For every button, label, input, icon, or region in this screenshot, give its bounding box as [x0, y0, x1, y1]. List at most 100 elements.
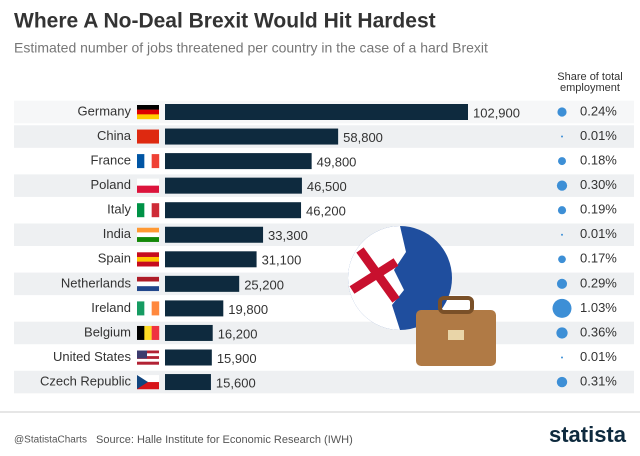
illustration: [348, 226, 496, 366]
flag-stripe: [137, 325, 145, 340]
briefcase-handle: [438, 296, 474, 314]
flag-stripe: [144, 301, 152, 316]
bar: [165, 128, 339, 145]
share-label: 0.01%: [580, 128, 617, 143]
flag-stripe: [137, 356, 159, 360]
flag-stripe: [137, 358, 159, 362]
bar: [165, 374, 211, 391]
share-label: 0.31%: [580, 373, 617, 388]
share-label: 0.01%: [580, 349, 617, 364]
flag-stripe: [137, 261, 159, 267]
bar: [165, 251, 257, 268]
brand-logo: statista: [549, 422, 627, 447]
flag-triangle: [137, 375, 148, 390]
bar: [165, 153, 312, 170]
share-label: 0.17%: [580, 251, 617, 266]
value-label: 15,900: [217, 351, 257, 366]
bar: [165, 275, 240, 292]
value-label: 102,900: [473, 105, 520, 120]
flag-stripe: [137, 361, 159, 365]
flag-stripe: [151, 203, 160, 218]
share-bubble: [556, 327, 568, 339]
flag-stripe: [137, 353, 159, 357]
share-label: 0.24%: [580, 103, 617, 118]
flag-stripe: [137, 281, 159, 287]
flag-stripe: [151, 154, 160, 169]
value-label: 58,800: [343, 130, 383, 145]
uk-cross: [349, 247, 400, 303]
bar: [165, 349, 212, 366]
flag-stripe: [137, 154, 145, 169]
share-bubble: [556, 278, 568, 289]
category-label: Italy: [107, 202, 131, 217]
share-bubble: [556, 376, 568, 388]
value-label: 33,300: [268, 228, 308, 243]
share-bubble: [561, 356, 563, 359]
share-bubble: [561, 233, 563, 236]
share-bubble: [556, 180, 568, 191]
flag-stripe: [137, 178, 159, 186]
flag-stripe: [137, 252, 159, 258]
flag-stripe: [137, 227, 159, 233]
share-bubble: [558, 255, 566, 264]
footer-handle: @StatistaCharts: [14, 435, 87, 446]
share-label: 0.01%: [580, 226, 617, 241]
share-bubble: [557, 107, 567, 117]
category-label: India: [103, 226, 132, 241]
value-label: 46,500: [307, 179, 347, 194]
category-label: Ireland: [91, 300, 131, 315]
share-label: 0.18%: [580, 153, 617, 168]
flag-stripe: [137, 114, 159, 120]
category-label: United States: [53, 349, 132, 364]
footer-source: Source: Halle Institute for Economic Res…: [96, 434, 353, 446]
value-label: 49,800: [317, 155, 357, 170]
flag-stripe: [137, 185, 159, 193]
value-label: 15,600: [216, 375, 256, 390]
flag-stripe: [137, 375, 159, 383]
flag-stripe: [137, 382, 159, 390]
flag-stripe: [137, 350, 159, 354]
flag-stripe: [137, 203, 145, 218]
bar: [165, 300, 224, 317]
share-label: 1.03%: [580, 300, 617, 315]
briefcase-lock: [448, 330, 464, 340]
category-label: Czech Republic: [40, 373, 132, 388]
flag: [137, 129, 159, 144]
value-label: 25,200: [244, 277, 284, 292]
share-bubble: [561, 135, 563, 138]
share-label: 0.19%: [580, 202, 617, 217]
flag-stripe: [137, 276, 159, 282]
share-label: 0.30%: [580, 177, 617, 192]
flag-stripe: [137, 301, 145, 316]
category-label: Spain: [98, 251, 131, 266]
bar: [165, 177, 302, 194]
category-label: Germany: [78, 103, 132, 118]
chart-subtitle: Estimated number of jobs threatened per …: [14, 40, 488, 56]
flag-stripe: [144, 325, 152, 340]
flag-stripe: [151, 325, 160, 340]
category-label: China: [97, 128, 132, 143]
bar: [165, 324, 213, 341]
share-label: 0.36%: [580, 324, 617, 339]
flag-stripe: [137, 256, 159, 262]
flag-stripe: [137, 105, 159, 110]
value-label: 19,800: [228, 302, 268, 317]
value-label: 16,200: [218, 326, 258, 341]
share-bubble: [552, 298, 572, 318]
flag-stripe: [137, 286, 159, 292]
chart-title: Where A No-Deal Brexit Would Hit Hardest: [14, 10, 436, 33]
bar: [165, 202, 302, 219]
flag-stripe: [137, 232, 159, 238]
share-bubble: [557, 206, 567, 215]
category-label: France: [91, 153, 131, 168]
bar: [165, 104, 468, 120]
share-bubble: [558, 157, 566, 166]
value-label: 46,200: [306, 204, 346, 219]
flag-canton: [137, 350, 147, 359]
flag-stripe: [137, 109, 159, 115]
flag-stripe: [144, 154, 152, 169]
bar: [165, 226, 264, 243]
flag-stripe: [144, 203, 152, 218]
